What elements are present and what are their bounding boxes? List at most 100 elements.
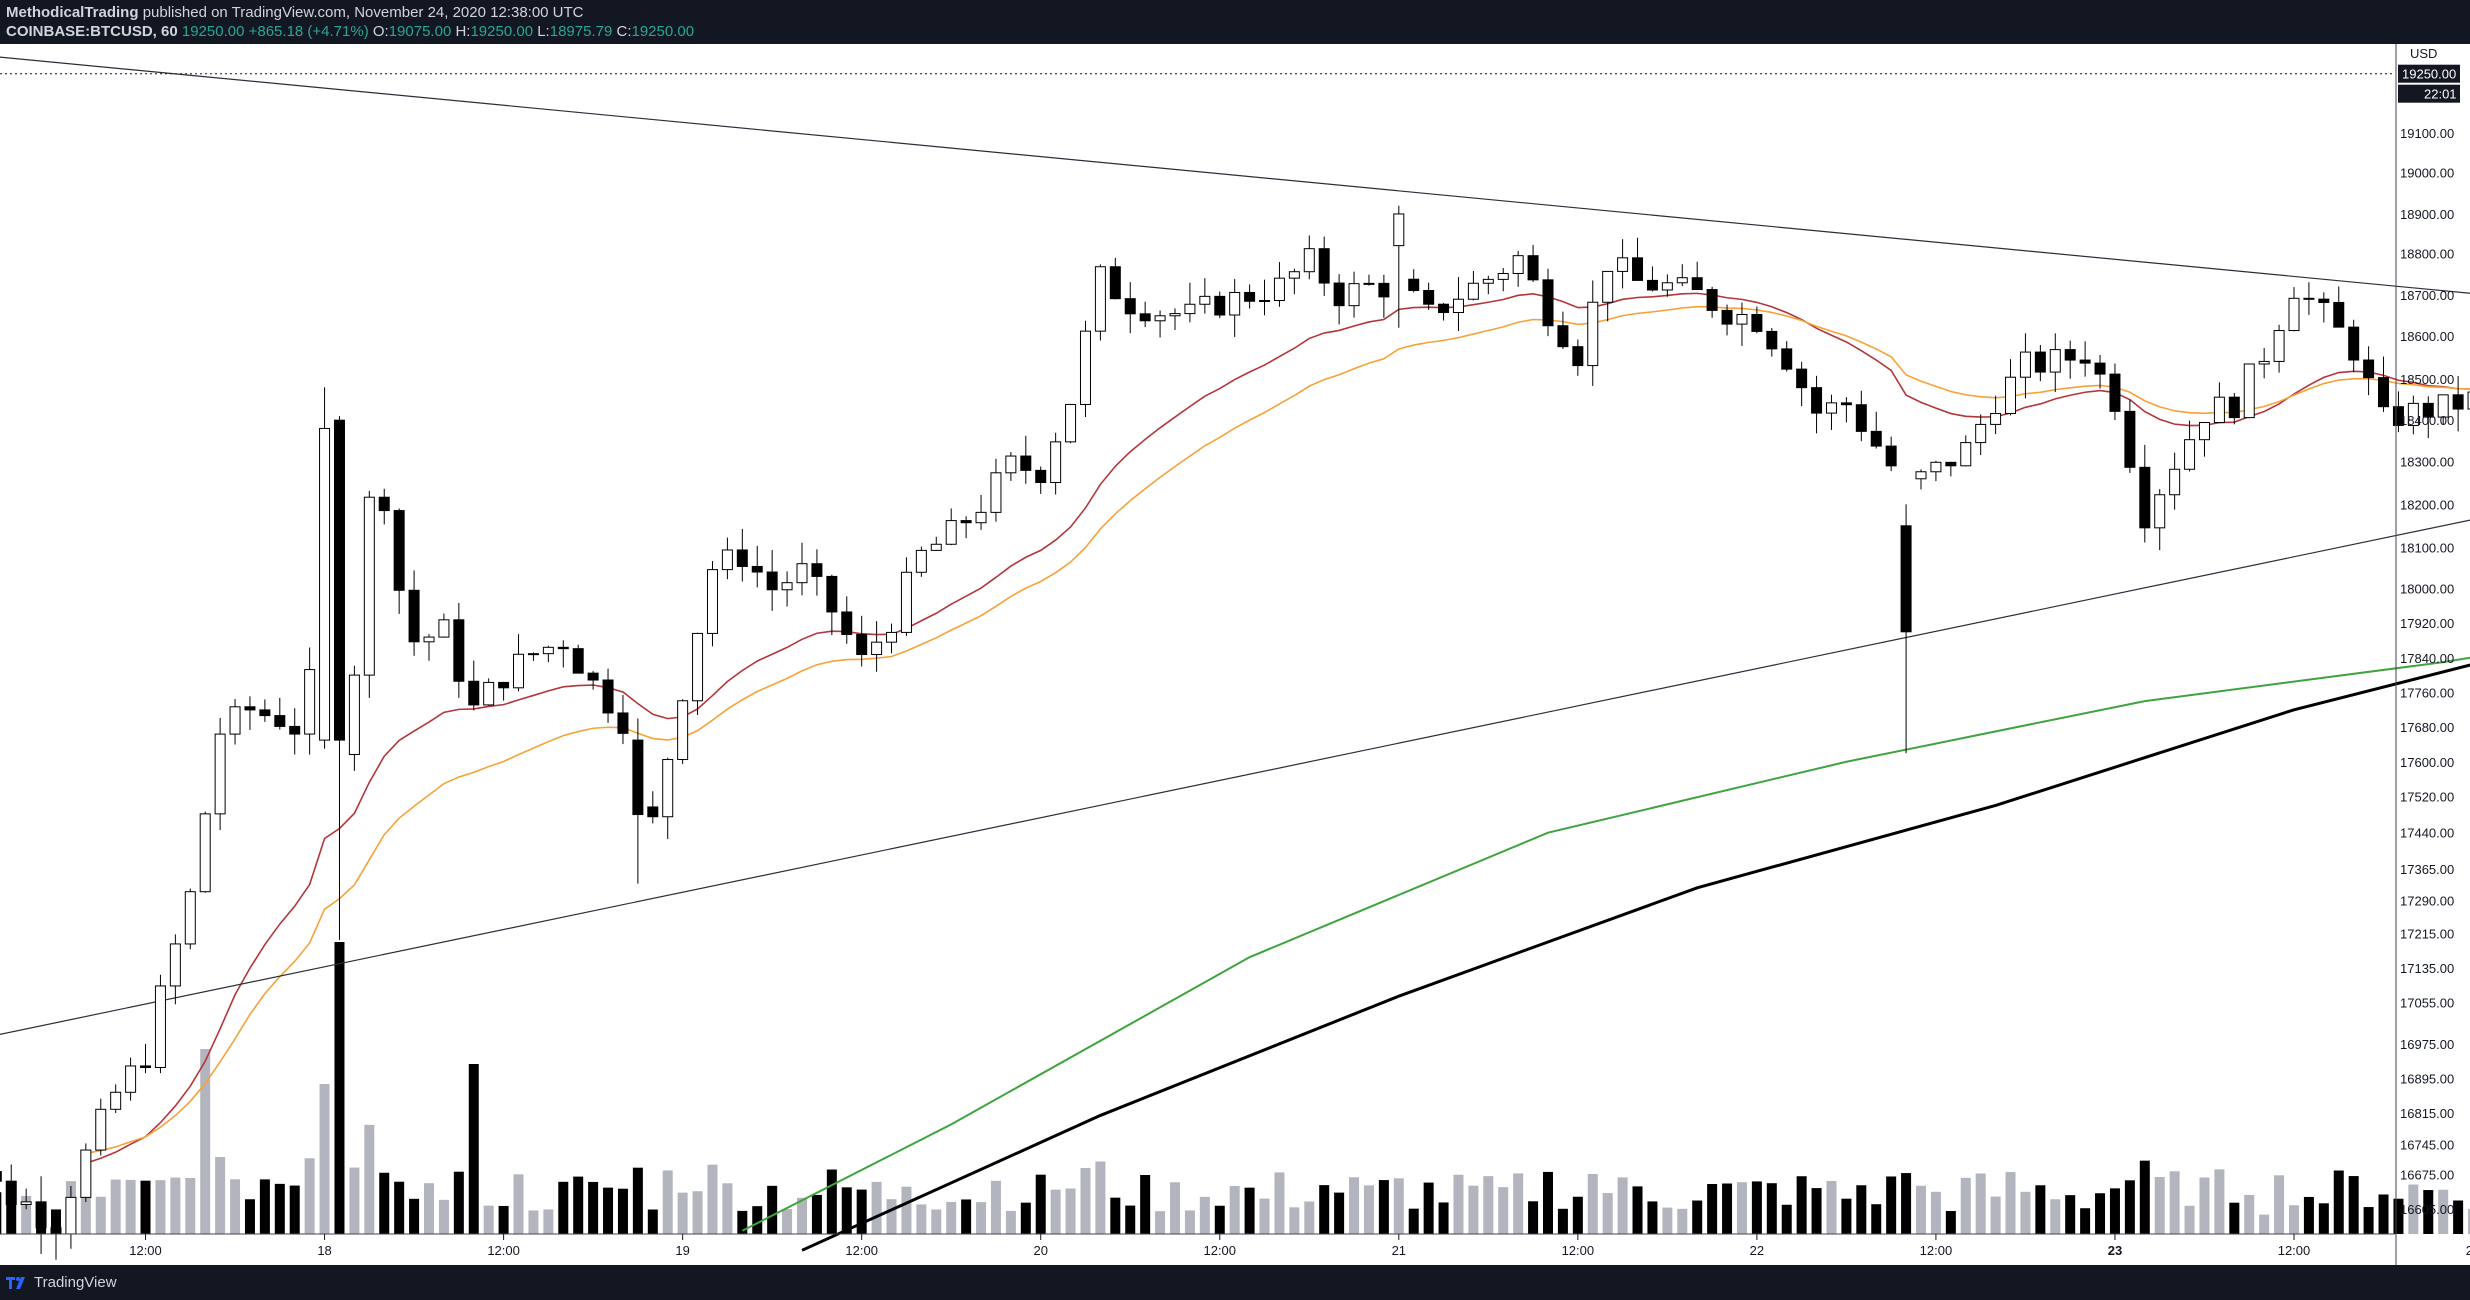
candle-body [453,619,465,682]
candle-body [2019,351,2031,378]
candle-body [363,496,375,676]
candle-body [2363,359,2375,379]
candle-body [2064,349,2076,361]
candle-body [408,589,420,643]
x-tick-label: 19 [675,1243,689,1258]
y-tick-label: 16895.00 [2400,1072,2454,1087]
candle-body [1184,303,1196,315]
volume-bar [1229,1186,1240,1234]
y-tick-label: 18300.00 [2400,454,2454,469]
candle-body [1467,282,1479,300]
volume-bar [2020,1191,2031,1234]
volume-bar [244,1199,255,1234]
volume-bar [349,1167,360,1234]
candle-body [2228,396,2240,419]
volume-bar [1498,1187,1509,1234]
volume-bar [230,1179,241,1234]
volume-bar [1736,1182,1747,1234]
candle-body [1781,348,1793,370]
candle-body [1020,455,1032,471]
candle-body [2392,406,2404,426]
volume-bar [782,1209,793,1234]
volume-bar [931,1209,942,1234]
candle-body [1691,277,1703,291]
y-tick-label: 18700.00 [2400,288,2454,303]
volume-bar [1035,1174,1046,1234]
price-chart[interactable]: USD 16605.00 16675.00 16745.00 16815.00 16895… [0,44,2470,1265]
volume-bar [2065,1195,2076,1234]
candle-body [2049,349,2061,373]
candle-body [140,1065,152,1068]
candle-body [0,1171,2,1182]
trendlines [0,56,2470,1035]
volume-bar [826,1169,837,1234]
ascending-support-line [0,519,2470,1035]
volume-bar [185,1177,196,1234]
y-tick-label: 18000.00 [2400,582,2454,597]
volume-bar [95,1196,106,1234]
y-tick-label: 16675.00 [2400,1167,2454,1182]
volume-bar [1557,1208,1568,1234]
candle-body [721,549,733,571]
candle-body [2273,330,2285,362]
candle-body [1706,289,1718,311]
candle-body [1602,270,1614,303]
volume-bar [1319,1185,1330,1234]
candle-body [647,806,659,818]
candle-body [1452,298,1464,314]
candle-body [751,565,763,573]
candle-body [1497,273,1509,280]
y-tick-label: 16745.00 [2400,1138,2454,1153]
volume-bar [573,1176,584,1234]
volume-bar [1423,1182,1434,1234]
volume-bar [2363,1207,2374,1234]
candle-body [915,549,927,573]
volume-bar [2348,1176,2359,1234]
candle-body [1990,413,2002,425]
currency-label: USD [2410,46,2437,61]
candle-body [1557,325,1569,348]
volume-bar [1065,1188,1076,1234]
candle-body [930,543,942,551]
open-value: 19075.00 [388,23,452,40]
candle-body [423,636,435,643]
candle-body [1617,257,1629,272]
author-name[interactable]: MethodicalTrading [6,4,139,21]
candle-body [2124,410,2136,468]
candle-body [1975,423,1987,444]
candle-body [557,646,569,650]
volume-bar [2393,1198,2404,1234]
brand-label[interactable]: TradingView [34,1274,117,1291]
candle-body [393,510,405,591]
candle-body [1005,455,1017,474]
volume-bar [468,1064,479,1234]
volume-bar [1916,1185,1926,1234]
volume-bar [2050,1199,2061,1234]
time-axis[interactable]: 1712:001812:001912:002012:002112:002212:… [0,1234,2470,1258]
x-tick-label: 18 [317,1243,331,1258]
volume-bar [2333,1170,2344,1234]
candle-body [1587,301,1599,367]
symbol-label[interactable]: COINBASE:BTCUSD, 60 [6,23,178,40]
volume-bar [424,1183,434,1234]
volume-bar [409,1198,420,1234]
publish-line: MethodicalTrading published on TradingVi… [6,4,584,21]
candle-body [945,520,957,545]
volume-bar [886,1199,897,1234]
candle-body [587,672,599,681]
volume-bar [2095,1193,2106,1234]
volume-bar [1617,1177,1628,1234]
candle-body [1646,279,1658,291]
candle-body [1885,445,1897,467]
y-tick-label: 17365.00 [2400,862,2454,877]
volume-bar [1871,1204,1882,1234]
candle-body [1542,279,1554,327]
volume-bar [110,1179,121,1234]
candle-body [1527,255,1539,281]
candle-body [1050,441,1062,483]
price-axis[interactable]: USD 16605.00 16675.00 16745.00 16815.00 16895… [0,46,2460,1217]
candle-body [259,709,271,717]
volume-bar [2259,1214,2270,1234]
candle-body [2258,360,2270,365]
y-tick-label: 18600.00 [2400,329,2454,344]
